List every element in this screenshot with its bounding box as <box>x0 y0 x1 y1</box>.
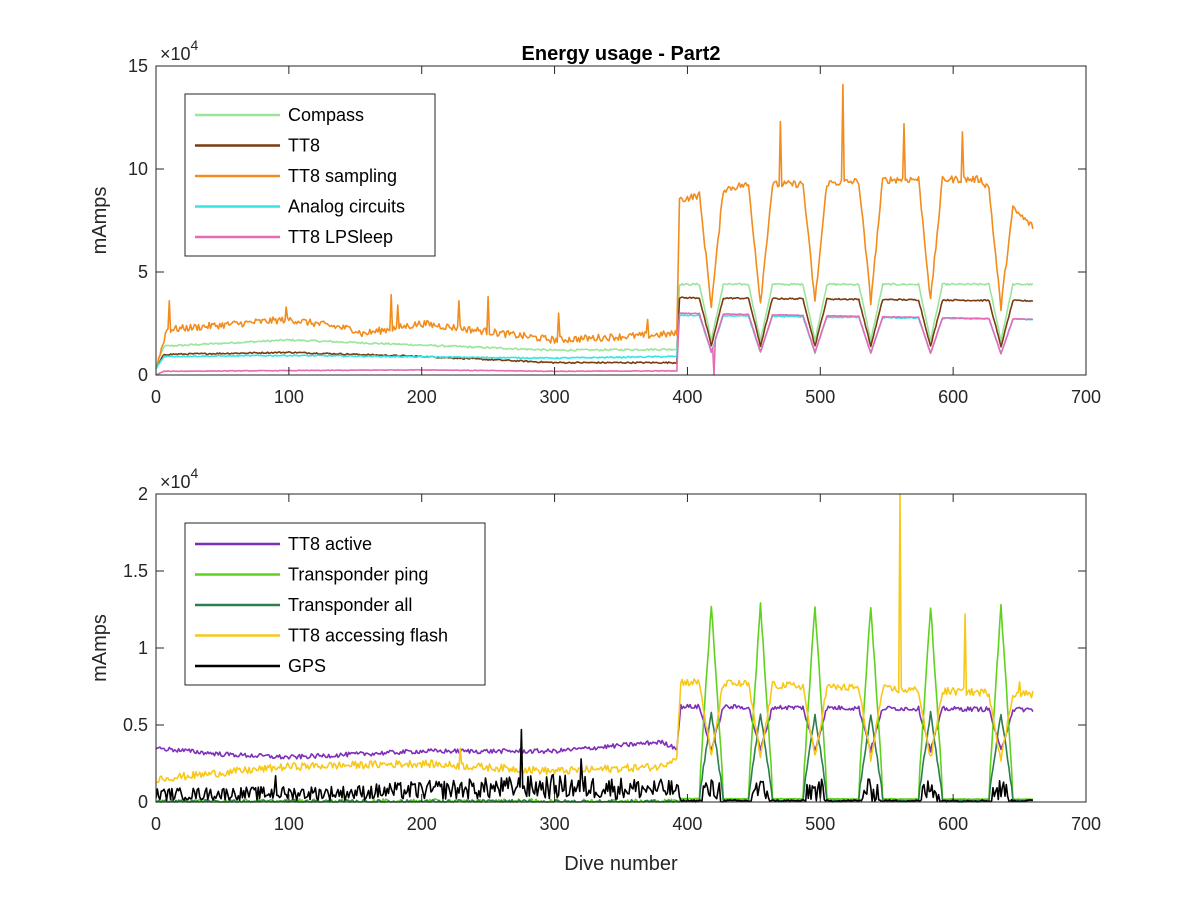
y-tick-label: 2 <box>138 484 148 504</box>
y-axis-label: mAmps <box>89 187 111 255</box>
y-exponent-label: ×104 <box>160 465 199 492</box>
chart-panel-1: 0 100 200 300 400 500 600 700 0 5 10 15 ×104 mAmps Ene… <box>89 37 1101 407</box>
y-axis-label: mAmps <box>89 614 111 682</box>
series-line-compass <box>156 282 1034 367</box>
series-line-tt8 <box>156 296 1034 369</box>
x-tick-label: 400 <box>672 814 702 834</box>
legend-entry: TT8 LPSleep <box>288 227 393 247</box>
x-tick-label: 400 <box>672 387 702 407</box>
chart-title: Energy usage - Part2 <box>522 43 721 65</box>
series-group <box>156 83 1034 376</box>
y-exponent-base: ×10 <box>160 472 191 492</box>
series-line-tt8-sampling <box>156 83 1034 369</box>
series-line-tt8-active <box>156 703 1034 760</box>
x-tick-label: 700 <box>1071 387 1101 407</box>
y-tick-label: 5 <box>138 262 148 282</box>
y-tick-label: 0 <box>138 792 148 812</box>
y-exponent-power: 4 <box>191 37 199 53</box>
y-exponent-base: ×10 <box>160 44 191 64</box>
legend: TT8 active Transponder ping Transponder al… <box>184 522 486 686</box>
x-tick-label: 300 <box>540 387 570 407</box>
chart-panel-2: 0 100 200 300 400 500 600 700 0 0.5 1 1.5 2 ×104 mAmps… <box>89 465 1101 875</box>
y-tick-label: 0 <box>138 365 148 385</box>
legend-entry: GPS <box>288 656 326 676</box>
series-line-tt8-accessing-flash <box>156 493 1034 784</box>
y-tick-label: 15 <box>128 56 148 76</box>
y-exponent-power: 4 <box>191 465 199 481</box>
series-line-tt8-lpsleep <box>156 312 1034 376</box>
legend-entry: Compass <box>288 105 364 125</box>
y-tick-label: 0.5 <box>123 715 148 735</box>
series-line-gps <box>156 728 1034 803</box>
legend-entry: Analog circuits <box>288 197 405 217</box>
x-tick-label: 100 <box>274 387 304 407</box>
x-tick-label: 0 <box>151 814 161 834</box>
x-tick-label: 600 <box>938 814 968 834</box>
legend-entry: TT8 accessing flash <box>288 626 448 646</box>
axes-box <box>155 65 1087 376</box>
legend-entry: Transponder all <box>288 595 412 615</box>
x-tick-label: 200 <box>407 814 437 834</box>
legend-entry: TT8 active <box>288 534 372 554</box>
legend-entry: TT8 <box>288 136 320 156</box>
x-tick-label: 600 <box>938 387 968 407</box>
x-tick-label: 0 <box>151 387 161 407</box>
y-exponent-label: ×104 <box>160 37 199 64</box>
x-tick-label: 300 <box>540 814 570 834</box>
x-tick-label: 200 <box>407 387 437 407</box>
y-tick-label: 1 <box>138 638 148 658</box>
legend-entry: TT8 sampling <box>288 166 397 186</box>
x-tick-label: 700 <box>1071 814 1101 834</box>
y-tick-label: 10 <box>128 159 148 179</box>
legend: Compass TT8 TT8 sampling Analog circuits TT8… <box>184 93 436 257</box>
x-tick-label: 500 <box>805 387 835 407</box>
x-tick-label: 100 <box>274 814 304 834</box>
x-tick-label: 500 <box>805 814 835 834</box>
y-tick-label: 1.5 <box>123 561 148 581</box>
legend-entry: Transponder ping <box>288 565 428 585</box>
x-axis-label: Dive number <box>564 853 678 875</box>
